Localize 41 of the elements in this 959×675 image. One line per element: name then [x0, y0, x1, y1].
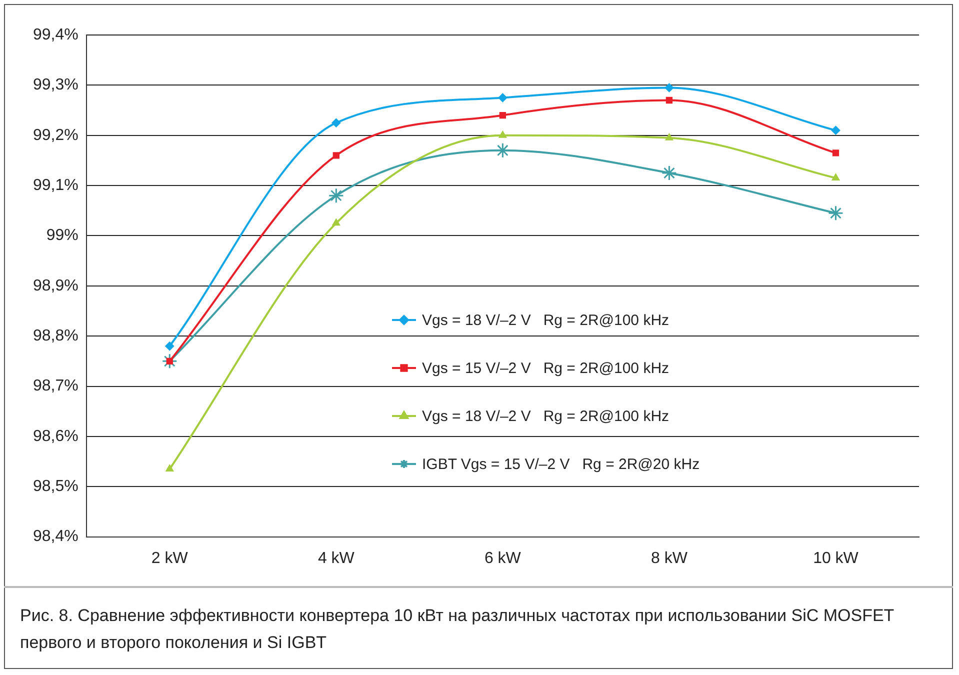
point [666, 96, 673, 104]
y-tick-label: 98,7% [32, 378, 78, 395]
point [665, 133, 674, 140]
point [499, 112, 506, 119]
point [332, 218, 340, 226]
y-tick-label: 98,9% [32, 277, 78, 294]
y-tick-label: 98,4% [32, 528, 78, 546]
point [165, 342, 174, 351]
point [664, 83, 674, 92]
y-tick-label: 99% [46, 227, 78, 244]
point [832, 174, 840, 181]
point [498, 130, 507, 138]
legend-label: IGBT Vgs = 15 V/–2 V Rg = 2R@20 kHz [422, 456, 700, 472]
point [328, 188, 344, 204]
y-tick-label: 99,4% [32, 26, 78, 44]
y-tick-label: 99,2% [32, 126, 78, 144]
point [166, 358, 173, 364]
point [831, 126, 840, 135]
y-tick-label: 99,1% [32, 176, 78, 194]
x-tick-label: 2 kW [151, 550, 189, 567]
point [498, 93, 508, 102]
x-tick-label: 10 kW [813, 550, 860, 567]
x-tick-label: 6 kW [484, 550, 522, 567]
point [832, 150, 840, 156]
point [166, 464, 174, 472]
legend-label: Vgs = 18 V/–2 V Rg = 2R@100 kHz [422, 408, 670, 424]
point [162, 353, 178, 369]
x-tick-label: 4 kW [318, 550, 356, 567]
legend-label: Vgs = 15 V/–2 V Rg = 2R@100 kHz [422, 360, 670, 376]
y-tick-label: 98,6% [32, 428, 78, 445]
point [494, 142, 510, 158]
y-tick-label: 98,8% [32, 327, 78, 344]
point [661, 165, 677, 181]
text: Рис. 8. Сравнение эффективности конвертера 10 кВт на различных частотах при использовании SiC MOSFET первого и второго поколения и Si IGBT [20, 605, 895, 654]
y-tick-label: 98,5% [32, 478, 78, 496]
x-tick-label: 8 kW [650, 550, 688, 567]
point [332, 118, 341, 128]
legend-label: Vgs = 18 V/–2 V Rg = 2R@100 kHz [422, 312, 670, 328]
point [828, 205, 844, 221]
y-tick-label: 99,3% [32, 76, 78, 94]
point [332, 152, 340, 159]
